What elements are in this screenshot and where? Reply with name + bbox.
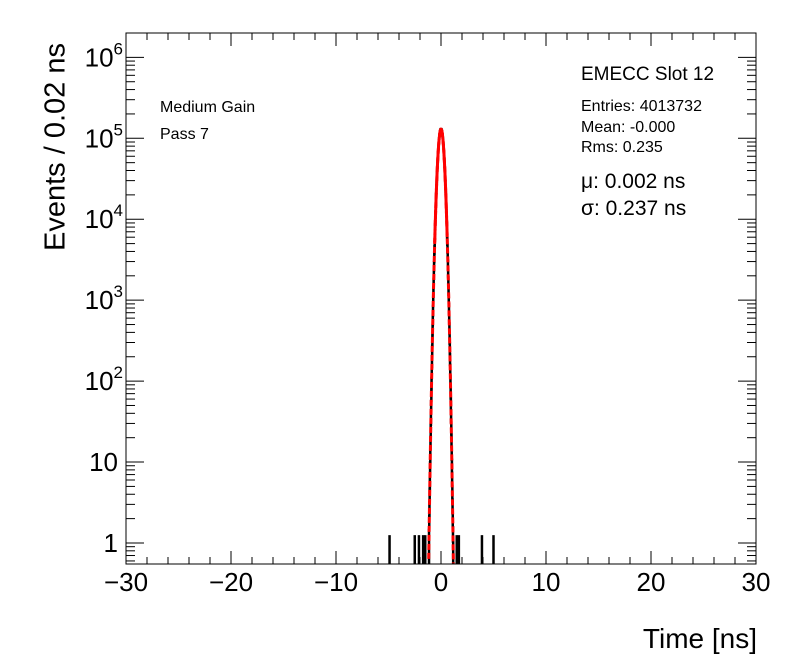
x-tick-label: −10 (314, 567, 358, 597)
fit-curve-dashed (427, 127, 455, 564)
pass-label: Pass 7 (160, 126, 209, 143)
x-tick-label: −30 (104, 567, 148, 597)
stat-rms: Rms: 0.235 (581, 139, 663, 156)
y-tick-label: 105 (85, 120, 123, 153)
fit-sigma: σ: 0.237 ns (581, 197, 687, 220)
x-tick-label: 30 (742, 567, 771, 597)
y-tick-label: 1 (104, 528, 118, 558)
x-tick-label: 20 (637, 567, 666, 597)
x-tick-label: −20 (209, 567, 253, 597)
stat-mean: Mean: -0.000 (581, 119, 676, 136)
y-tick-label: 104 (85, 201, 123, 234)
x-tick-label: 0 (434, 567, 448, 597)
fit-mu: μ: 0.002 ns (581, 170, 686, 193)
x-tick-label: 10 (532, 567, 561, 597)
fit-curve (433, 127, 449, 243)
y-tick-label: 10 (89, 447, 118, 477)
gain-label: Medium Gain (160, 99, 256, 116)
y-tick-label: 102 (85, 363, 123, 396)
x-axis-label: Time [ns] (642, 623, 757, 654)
y-tick-label: 106 (85, 39, 123, 72)
stat-entries: Entries: 4013732 (581, 98, 702, 115)
y-axis-label: Events / 0.02 ns (39, 43, 72, 251)
y-tick-label: 103 (85, 282, 123, 315)
histogram-title: EMECC Slot 12 (581, 64, 715, 85)
